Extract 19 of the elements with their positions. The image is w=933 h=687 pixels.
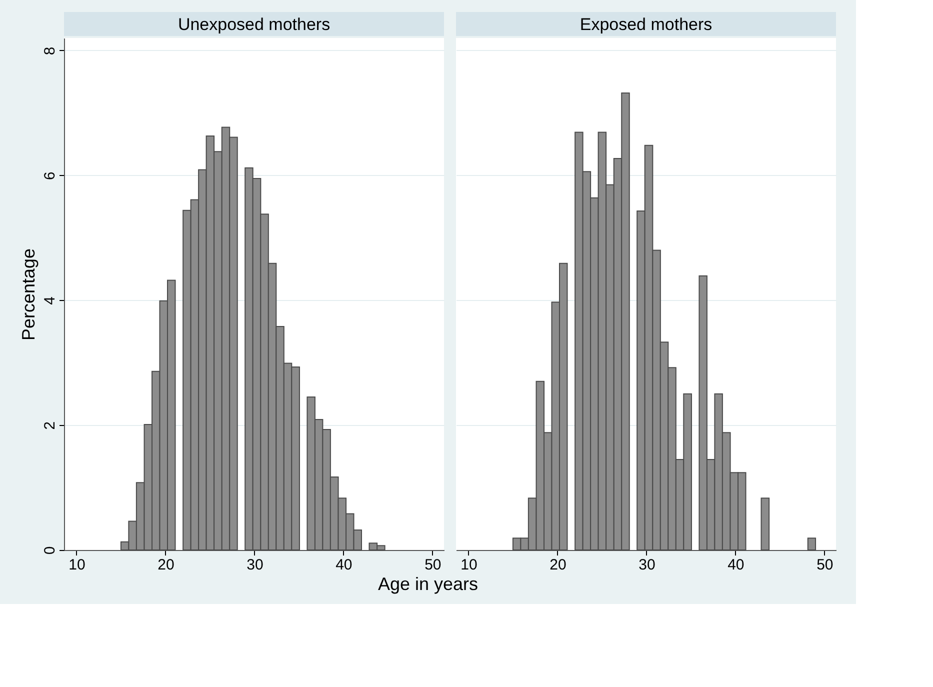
y-tick-label: 2 (42, 421, 58, 430)
x-tick-label: 40 (728, 556, 744, 574)
x-axis-title: Age in years (378, 574, 478, 594)
x-tick-label: 20 (158, 556, 174, 574)
x-tick-label: 10 (460, 556, 478, 574)
x-tick-label: 50 (424, 556, 442, 574)
x-tick-label: 20 (550, 556, 566, 574)
x-tick-label: 30 (246, 556, 264, 574)
x-tick-label: 40 (336, 556, 352, 574)
y-tick-label: 0 (42, 546, 58, 555)
x-tick-label: 50 (816, 556, 834, 574)
chart-title: Unexposed mothers (178, 15, 330, 34)
chart-title: Exposed mothers (580, 15, 712, 34)
x-tick-label: 10 (68, 556, 86, 574)
x-tick-label: 30 (638, 556, 656, 574)
y-tick-label: 4 (42, 296, 58, 305)
y-axis-title: Percentage (18, 248, 38, 341)
y-tick-label: 8 (42, 46, 58, 56)
y-tick-label: 6 (42, 172, 58, 180)
